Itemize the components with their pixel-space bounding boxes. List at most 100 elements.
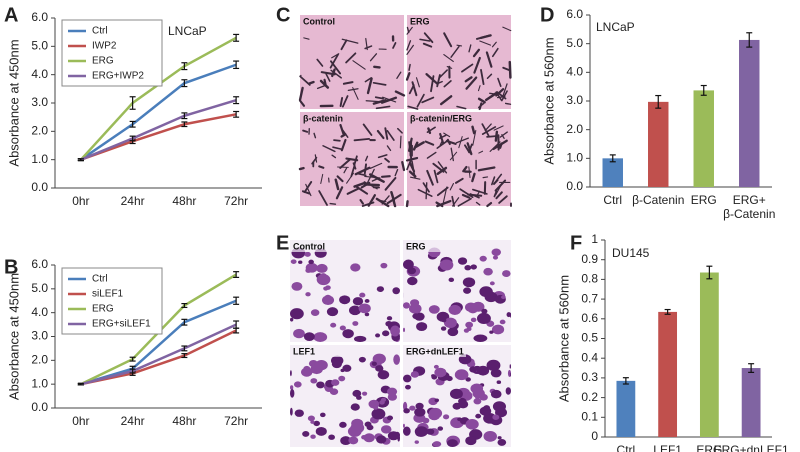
cell: [462, 165, 468, 173]
y-tick-label: 0.0: [31, 400, 48, 414]
cell: [501, 90, 508, 102]
cell: [472, 48, 481, 58]
cell: [510, 372, 512, 377]
cell: [308, 80, 315, 85]
label-bg: [301, 113, 363, 124]
cell: [495, 191, 503, 200]
cell: [371, 177, 379, 182]
cell: [333, 139, 341, 142]
y-tick-label: 5.0: [31, 39, 48, 53]
cell: [443, 132, 451, 138]
cell: [457, 197, 472, 207]
cell: [364, 312, 370, 317]
cell: [403, 423, 405, 428]
label-bg: [301, 16, 363, 27]
cell: [341, 38, 359, 44]
cell: [407, 276, 418, 286]
cell: [386, 129, 395, 141]
cell: [450, 45, 460, 58]
cell: [345, 52, 357, 64]
cell: [473, 334, 488, 342]
cell: [473, 398, 482, 405]
cell: [408, 84, 415, 95]
error-bar: [181, 79, 188, 88]
bar: [648, 101, 669, 187]
cell: [326, 307, 339, 317]
cell: [501, 134, 505, 139]
cell: [377, 370, 390, 380]
x-tick-label: ERG: [696, 443, 722, 452]
y-tick-label: 5.0: [31, 281, 48, 295]
cell: [477, 85, 481, 92]
error-bar: [748, 363, 755, 373]
cell: [361, 201, 375, 207]
x-tick-label: 0hr: [72, 194, 89, 208]
cell: [432, 441, 442, 448]
cell: [339, 158, 352, 169]
cell: [449, 388, 463, 400]
cell: [293, 328, 305, 339]
cell: [399, 135, 402, 149]
cell: [411, 81, 418, 97]
cell: [408, 170, 417, 178]
y-tick-label: 4.0: [31, 305, 48, 319]
micrograph: Control: [290, 240, 401, 342]
cell: [298, 166, 305, 171]
y-tick-label: 2.0: [566, 122, 583, 136]
cell: [492, 414, 500, 420]
cell: [483, 430, 497, 442]
cell: [366, 168, 375, 184]
cell: [466, 142, 473, 156]
cell: [372, 99, 387, 105]
cell: [290, 259, 297, 264]
cell: [339, 325, 346, 331]
error-bar: [233, 296, 240, 305]
cell: [352, 87, 359, 100]
cell: [432, 162, 445, 173]
y-tick-label: 0.7: [581, 291, 598, 305]
cell: [348, 436, 359, 445]
cell: [505, 387, 511, 395]
cell: [502, 83, 508, 98]
cell: [410, 176, 421, 180]
cell: [384, 127, 389, 140]
cell: [465, 436, 477, 446]
cell: [367, 194, 377, 207]
cell: [364, 77, 372, 83]
cell: [358, 356, 366, 363]
cell: [477, 97, 486, 104]
cell: [486, 359, 501, 371]
cell: [496, 380, 502, 385]
cell: [468, 44, 472, 53]
cell: [363, 433, 375, 443]
cell: [342, 81, 354, 85]
cell: [491, 47, 499, 58]
cell: [392, 42, 397, 49]
cell: [320, 412, 326, 418]
cell: [343, 167, 348, 174]
legend-label: Ctrl: [92, 26, 108, 37]
cell: [397, 127, 403, 134]
x-tick-label: 72hr: [224, 414, 248, 428]
x-tick-label: Ctrl: [603, 193, 622, 207]
cell: [414, 141, 425, 149]
cell: [405, 200, 409, 208]
legend-label: ERG: [92, 56, 114, 67]
cell: [406, 40, 412, 51]
cell: [335, 186, 344, 200]
error-bar: [181, 345, 188, 352]
x-tick-label: 48hr: [172, 414, 196, 428]
cell: [352, 321, 359, 326]
cell: [305, 268, 312, 273]
error-bar: [664, 308, 671, 315]
cell: [298, 99, 306, 107]
cell: [455, 137, 470, 144]
cell: [425, 73, 439, 86]
cell: [303, 365, 311, 372]
cell: [489, 281, 495, 286]
cell: [426, 151, 437, 159]
cell: [416, 322, 428, 331]
y-tick-label: 2.0: [31, 353, 48, 367]
error-bar: [233, 96, 240, 105]
cell: [415, 77, 420, 88]
